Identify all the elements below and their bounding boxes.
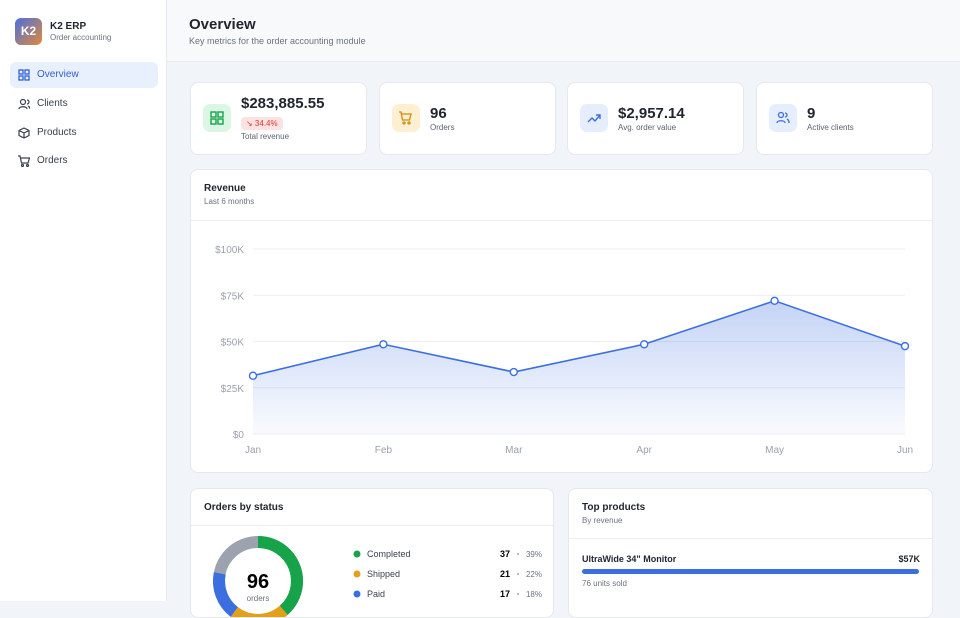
chart-title: Revenue [204, 183, 246, 194]
kpi-label: Total revenue [241, 132, 290, 141]
y-tick-label: $100K [215, 245, 244, 256]
nav-item[interactable]: Products [10, 120, 158, 146]
kpi-card: $2,957.14 Avg. order value [567, 82, 744, 155]
legend-share: 22% [526, 570, 542, 579]
product-units: 76 units sold [582, 579, 627, 588]
kpi-value: $2,957.14 [618, 105, 685, 122]
legend-label: Paid [367, 589, 385, 599]
legend-dot [353, 570, 361, 578]
chart-subtitle: Last 6 months [204, 197, 255, 206]
legend-label: Completed [367, 549, 411, 559]
brand-name: K2 ERP [50, 21, 87, 32]
y-tick-label: $75K [221, 291, 245, 302]
point [509, 367, 518, 377]
card-title: Orders by status [204, 502, 284, 513]
header: Overview Key metrics for the order accou… [167, 0, 960, 62]
divider [191, 525, 553, 526]
point [900, 341, 910, 351]
line-chart: $0 $25K $50K $75K $100K Jan Feb Mar Apr May Jun [215, 245, 913, 456]
x-tick-label: Apr [636, 445, 652, 456]
y-tick-label: $0 [233, 430, 245, 441]
legend-count: 37 [500, 549, 510, 559]
x-tick-label: Jan [245, 445, 261, 456]
kpi-icon [580, 104, 608, 132]
legend-dot [353, 550, 361, 558]
kpi-label: Avg. order value [618, 123, 677, 132]
kpi-icon [769, 104, 797, 132]
kpi-card: 9 Active clients [756, 82, 933, 155]
legend-dot [353, 590, 361, 598]
point [248, 371, 258, 380]
donut-segment [213, 572, 239, 617]
product-list: UltraWide 34" Monitor $57K 76 units sold [569, 489, 932, 617]
line [252, 299, 906, 377]
x-tick-label: Feb [375, 445, 393, 456]
status-card: Orders by status Completed 37 39% Shipped 21… [190, 488, 554, 618]
nav-label: Orders [37, 155, 68, 166]
legend-share: 18% [526, 590, 542, 599]
kpi-label: Orders [430, 123, 455, 132]
kpi-value: 9 [807, 105, 816, 122]
donut-caption: orders [247, 594, 270, 603]
y-tick-label: $50K [221, 338, 245, 349]
card-title: Top products [582, 502, 646, 513]
kpi-icon [392, 104, 420, 132]
divider [569, 538, 932, 539]
donut-segment [230, 605, 288, 617]
legend-count: 21 [500, 569, 510, 579]
kpi-badge: ↘ 34.4% [241, 117, 283, 130]
separator-dot [517, 573, 519, 575]
nav-item[interactable]: Orders [10, 148, 158, 174]
area [253, 300, 905, 434]
divider [191, 220, 932, 221]
page-title: Overview [189, 16, 256, 33]
page-subtitle: Key metrics for the order accounting mod… [189, 36, 366, 46]
product-value: $57K [898, 554, 920, 564]
sidebar: K2 K2 ERP Order accounting Overview Clie… [0, 0, 167, 601]
logo: K2 [15, 18, 42, 45]
point [770, 296, 779, 306]
nav-item[interactable]: Clients [10, 91, 158, 117]
products-card: Top products By revenue UltraWide 34" Mo… [568, 488, 933, 618]
legend-share: 39% [526, 550, 542, 559]
nav-label: Overview [37, 69, 79, 80]
legend-count: 17 [500, 589, 510, 599]
donut-total: 96 [247, 571, 269, 593]
point [379, 340, 388, 349]
kpi-value: $283,885.55 [241, 95, 325, 112]
card-subtitle: By revenue [582, 516, 623, 525]
kpi-card: 96 Orders [379, 82, 556, 155]
separator-dot [517, 553, 519, 555]
kpi-value: 96 [430, 105, 447, 122]
x-tick-label: Jun [897, 445, 913, 456]
legend-label: Shipped [367, 569, 400, 579]
kpi-card: $283,885.55 ↘ 34.4% Total revenue [190, 82, 367, 155]
donut-chart: Completed 37 39% Shipped 21 22% Paid 17 18% 96ord… [213, 536, 542, 617]
point [640, 340, 649, 349]
brand-tagline: Order accounting [50, 33, 112, 42]
nav-label: Products [37, 127, 77, 138]
nav-item[interactable]: Overview [10, 62, 158, 88]
x-tick-label: May [765, 445, 784, 456]
y-tick-label: $25K [221, 384, 245, 395]
revenue-card: Revenue Last 6 months $0 $25K $50K $75K $100… [190, 169, 933, 473]
kpi-icon [203, 104, 231, 132]
kpi-label: Active clients [807, 123, 854, 132]
separator-dot [517, 593, 519, 595]
x-tick-label: Mar [505, 445, 523, 456]
product-name: UltraWide 34" Monitor [582, 554, 677, 564]
nav-label: Clients [37, 98, 68, 109]
product-bar [582, 569, 919, 574]
